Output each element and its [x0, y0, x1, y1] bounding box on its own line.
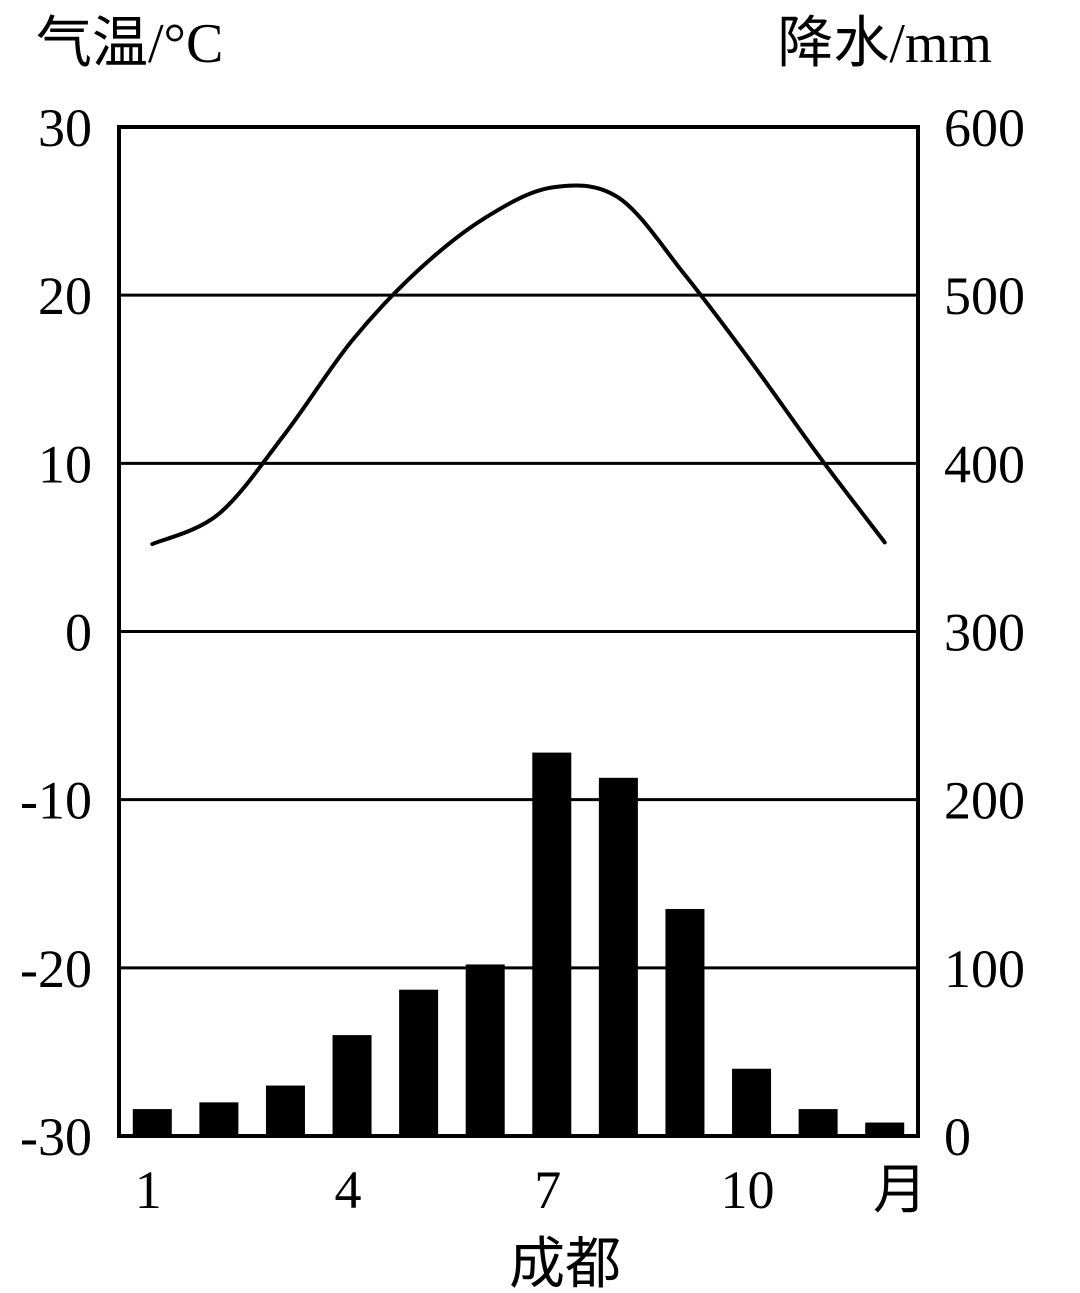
precip-bar — [199, 1102, 239, 1136]
precip-bar — [399, 989, 439, 1136]
precip-bar — [532, 752, 572, 1136]
x-tick-label: 4 — [335, 1160, 362, 1220]
right-tick-label: 0 — [944, 1107, 971, 1167]
precipitation-bars — [132, 752, 905, 1136]
right-tick-label: 300 — [944, 603, 1025, 663]
left-tick-label: -30 — [20, 1107, 92, 1167]
left-tick-label: 30 — [38, 98, 92, 158]
precip-bar — [732, 1068, 772, 1136]
left-ticks: 30 20 10 0 -10 -20 -30 — [20, 98, 92, 1167]
right-tick-label: 600 — [944, 98, 1025, 158]
x-tick-label: 7 — [534, 1160, 561, 1220]
left-tick-label: -10 — [20, 771, 92, 831]
precip-bar — [865, 1122, 905, 1136]
temperature-line — [150, 183, 887, 547]
precip-bar — [265, 1085, 305, 1136]
grid-lines — [119, 293, 918, 970]
precip-bar — [132, 1109, 172, 1136]
precip-bar — [332, 1035, 372, 1136]
right-tick-label: 200 — [944, 771, 1025, 831]
x-unit-label: 月 — [873, 1160, 927, 1220]
precip-bar — [665, 908, 705, 1136]
left-axis-label: 气温/°C — [36, 13, 223, 75]
left-tick-label: 20 — [38, 266, 92, 326]
chart-title: 成都 — [509, 1234, 621, 1293]
x-ticks: 1 4 7 10 — [135, 1160, 775, 1220]
x-tick-label: 1 — [135, 1160, 162, 1220]
right-ticks: 600 500 400 300 200 100 0 — [944, 98, 1025, 1167]
right-axis-label: 降水/mm — [777, 13, 992, 75]
right-tick-label: 500 — [944, 266, 1025, 326]
precip-bar — [465, 964, 505, 1136]
left-tick-label: 10 — [38, 434, 92, 494]
precip-bar — [598, 777, 638, 1136]
plot-frame — [117, 125, 920, 1138]
right-tick-label: 100 — [944, 939, 1025, 999]
x-tick-label: 10 — [721, 1160, 775, 1220]
left-tick-label: -20 — [20, 939, 92, 999]
right-tick-label: 400 — [944, 434, 1025, 494]
precip-bar — [798, 1109, 838, 1136]
left-tick-label: 0 — [65, 603, 92, 663]
